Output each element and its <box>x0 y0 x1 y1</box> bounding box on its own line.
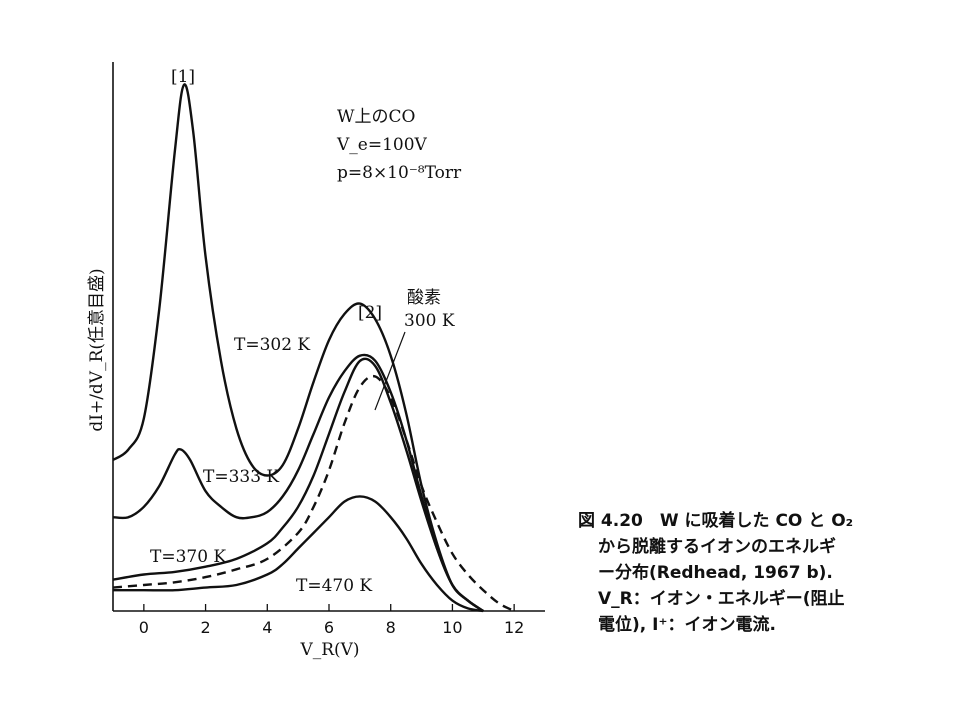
x-ticks: 0 2 4 6 8 10 12 <box>139 604 524 637</box>
series-label-370: T=370 K <box>150 547 226 567</box>
caption-line: 電位), I⁺：イオン電流. <box>598 615 776 635</box>
caption-line: ー分布(Redhead, 1967 b). <box>598 563 833 583</box>
x-tick-label: 0 <box>139 618 149 637</box>
y-axis-label: dI+/dV_R(任意目盛) <box>87 268 107 431</box>
series-line-1 <box>112 83 484 613</box>
series-line-5 <box>112 495 484 613</box>
series-line-2 <box>112 353 484 613</box>
x-tick-label: 8 <box>386 618 396 637</box>
curves <box>112 83 515 613</box>
oxygen-label-line-1: 酸素 <box>407 288 441 308</box>
condition-line-3: p=8×10⁻⁸Torr <box>337 163 462 183</box>
figure-caption: 図 4.20 W に吸着した CO と O₂ から脱離するイオンのエネルギ ー分… <box>578 508 918 638</box>
series-label-470: T=470 K <box>296 576 372 596</box>
series-label-302: T=302 K <box>234 335 310 355</box>
condition-line-1: W上のCO <box>337 107 415 127</box>
oxygen-label-line-2: 300 K <box>404 311 455 331</box>
caption-line: 図 4.20 W に吸着した CO と O₂ <box>578 511 854 531</box>
x-tick-label: 12 <box>504 618 524 637</box>
caption-line: から脱離するイオンのエネルギ <box>598 537 836 557</box>
series-line-3 <box>112 357 484 613</box>
x-axis-label: V_R(V) <box>299 640 359 660</box>
peak-label-2: [2] <box>358 303 382 323</box>
series-line-4 <box>112 374 515 613</box>
x-tick-label: 10 <box>442 618 462 637</box>
series-label-333: T=333 K <box>203 467 279 487</box>
condition-line-2: V_e=100V <box>336 135 428 155</box>
caption-line: V_R：イオン・エネルギー(阻止 <box>598 589 845 609</box>
axes <box>112 62 545 612</box>
oxygen-pointer-line <box>374 331 406 411</box>
peak-label-1: [1] <box>171 67 195 87</box>
x-tick-label: 6 <box>324 618 334 637</box>
x-tick-label: 4 <box>262 618 272 637</box>
x-tick-label: 2 <box>200 618 210 637</box>
